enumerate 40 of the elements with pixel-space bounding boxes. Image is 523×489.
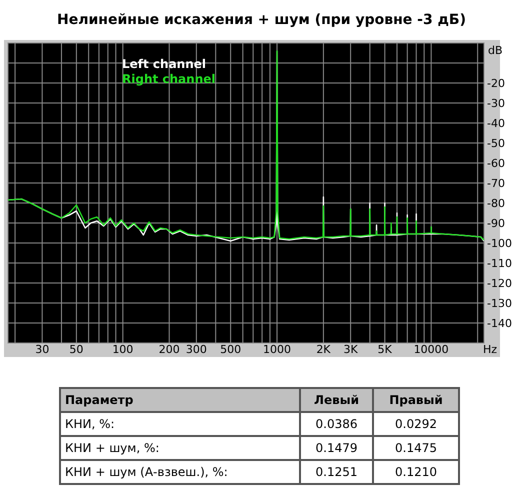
chart-title: Нелинейные искажения + шум (при уровне -3 дБ) [57,12,466,28]
y-tick-label: -80 [487,197,505,210]
text: Left channel [122,57,206,71]
x-axis-title: Hz [483,343,498,356]
y-tick-label: -130 [487,297,512,310]
x-tick-label: 5K [378,343,393,356]
y-tick-label: -60 [487,157,505,170]
y-tick-label: -100 [487,237,512,250]
y-tick-label: -120 [487,277,512,290]
category-label: Левый [314,393,359,407]
y-axis-title: dB [488,44,503,57]
y-tick-label: -20 [487,77,505,90]
x-tick-label: 500 [220,343,242,356]
text: 0.1479 [316,441,358,455]
x-tick-label: 1000 [263,343,292,356]
category-label: КНИ, %: [65,417,115,431]
x-tick-label: 30 [35,343,50,356]
x-tick-label: 50 [69,343,84,356]
x-tick-label: 200 [158,343,180,356]
x-tick-label: 10000 [414,343,449,356]
y-tick-label: -70 [487,177,505,190]
x-tick-label: 300 [186,343,207,356]
x-tick-label: 100 [112,343,134,356]
category-label: Правый [389,393,443,407]
x-tick-label: 3K [343,343,358,356]
text: 0.0386 [316,417,358,431]
x-tick-label: 2K [316,343,332,356]
text: 0.1210 [395,465,437,479]
category-label: КНИ + шум (А-взвеш.), %: [65,465,228,479]
y-tick-label: -50 [487,137,505,150]
category-label: КНИ + шум, %: [65,441,160,455]
text: 0.1251 [316,465,358,479]
y-tick-label: -140 [487,317,512,330]
y-tick-label: -40 [487,117,505,130]
text: 0.0292 [395,417,437,431]
category-label: Параметр [65,393,134,407]
y-tick-label: -90 [487,217,505,230]
text: 0.1475 [395,441,437,455]
y-tick-label: -110 [487,257,512,270]
y-tick-label: -30 [487,97,505,110]
